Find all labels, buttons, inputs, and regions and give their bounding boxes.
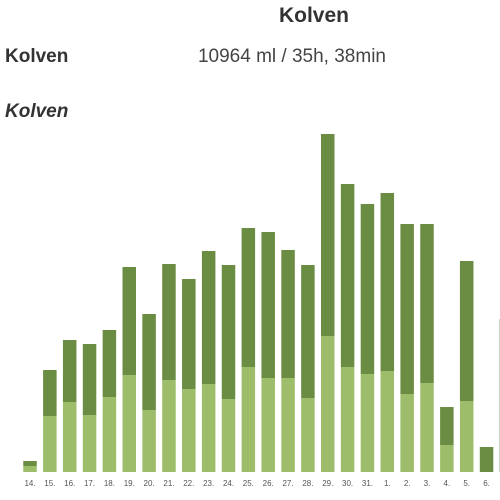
bar-31-segment-0 — [360, 374, 375, 472]
x-tick-label: 27. — [282, 479, 293, 488]
bar-1-segment-1 — [380, 193, 395, 371]
x-tick-label: 22. — [183, 479, 194, 488]
bar-25-segment-1 — [241, 228, 256, 367]
x-tick-label: 15. — [44, 479, 55, 488]
bar-17-segment-0 — [82, 415, 97, 472]
x-tick-label: 21. — [163, 479, 174, 488]
x-tick-label: 18. — [104, 479, 115, 488]
x-tick-label: 26. — [263, 479, 274, 488]
bar-23-segment-0 — [201, 384, 216, 472]
bar-21-segment-0 — [162, 380, 176, 472]
bar-26-segment-1 — [261, 232, 275, 378]
summary-value: 10964 ml / 35h, 38min — [197, 46, 386, 67]
chart-title: Kolven — [5, 101, 69, 122]
bar-28-segment-1 — [301, 265, 315, 398]
bar-27-segment-0 — [281, 378, 295, 472]
x-tick-label: 5. — [463, 479, 470, 488]
x-tick-label: 4. — [444, 479, 451, 488]
x-tick-label: 28. — [302, 479, 313, 488]
summary-label: Kolven — [5, 46, 69, 67]
x-tick-label: 17. — [84, 479, 95, 488]
x-tick-label: 24. — [223, 479, 234, 488]
bar-27-segment-1 — [281, 250, 295, 378]
bar-28-segment-0 — [301, 398, 315, 472]
bar-17-segment-1 — [82, 344, 97, 415]
bar-2-segment-0 — [400, 394, 414, 472]
x-tick-label: 23. — [203, 479, 214, 488]
bar-19-segment-1 — [122, 267, 136, 375]
x-tick-label: 2. — [404, 479, 411, 488]
bar-5-segment-0 — [459, 401, 474, 472]
bar-15-segment-0 — [43, 416, 57, 472]
bar-30-segment-0 — [340, 367, 355, 472]
bar-4-segment-0 — [440, 445, 454, 472]
bar-24-segment-0 — [221, 399, 236, 472]
x-tick-label: 31. — [362, 479, 373, 488]
bar-18-segment-0 — [102, 397, 117, 472]
bar-16-segment-1 — [62, 340, 77, 402]
bar-26-segment-0 — [261, 378, 275, 472]
bar-29-segment-1 — [321, 134, 335, 336]
bar-15-segment-1 — [43, 370, 57, 416]
x-tick-label: 30. — [342, 479, 353, 488]
bar-21-segment-1 — [162, 264, 176, 380]
bar-22-segment-0 — [182, 389, 196, 472]
bar-14-segment-1 — [23, 461, 37, 466]
bar-2-segment-1 — [400, 224, 414, 394]
bar-18-segment-1 — [102, 330, 117, 397]
bar-19-segment-0 — [122, 375, 136, 472]
x-tick-label: 6. — [483, 479, 490, 488]
x-tick-label: 14. — [24, 479, 35, 488]
bar-22-segment-1 — [182, 279, 196, 389]
x-tick-label: 20. — [144, 479, 155, 488]
bar-30-segment-1 — [340, 184, 355, 367]
bar-16-segment-0 — [62, 402, 77, 472]
x-tick-label: 1. — [384, 479, 391, 488]
bar-4-segment-1 — [440, 407, 454, 445]
bar-3-segment-1 — [420, 224, 434, 383]
x-tick-label: 16. — [64, 479, 75, 488]
bar-14-segment-0 — [23, 466, 37, 472]
bar-5-segment-1 — [459, 261, 474, 401]
bar-23-segment-1 — [201, 251, 216, 384]
x-tick-label: 3. — [424, 479, 431, 488]
bar-6-segment-1 — [479, 447, 494, 472]
bar-3-segment-0 — [420, 383, 434, 472]
bar-1-segment-0 — [380, 371, 395, 472]
page-title: Kolven — [278, 4, 349, 27]
bar-29-segment-0 — [321, 336, 335, 472]
bar-24-segment-1 — [221, 265, 236, 399]
bar-25-segment-0 — [241, 367, 256, 472]
bar-31-segment-1 — [360, 204, 375, 374]
bar-20-segment-1 — [142, 314, 156, 410]
x-tick-label: 29. — [322, 479, 333, 488]
x-tick-label: 19. — [124, 479, 135, 488]
x-tick-label: 25. — [243, 479, 254, 488]
bar-20-segment-0 — [142, 410, 156, 472]
